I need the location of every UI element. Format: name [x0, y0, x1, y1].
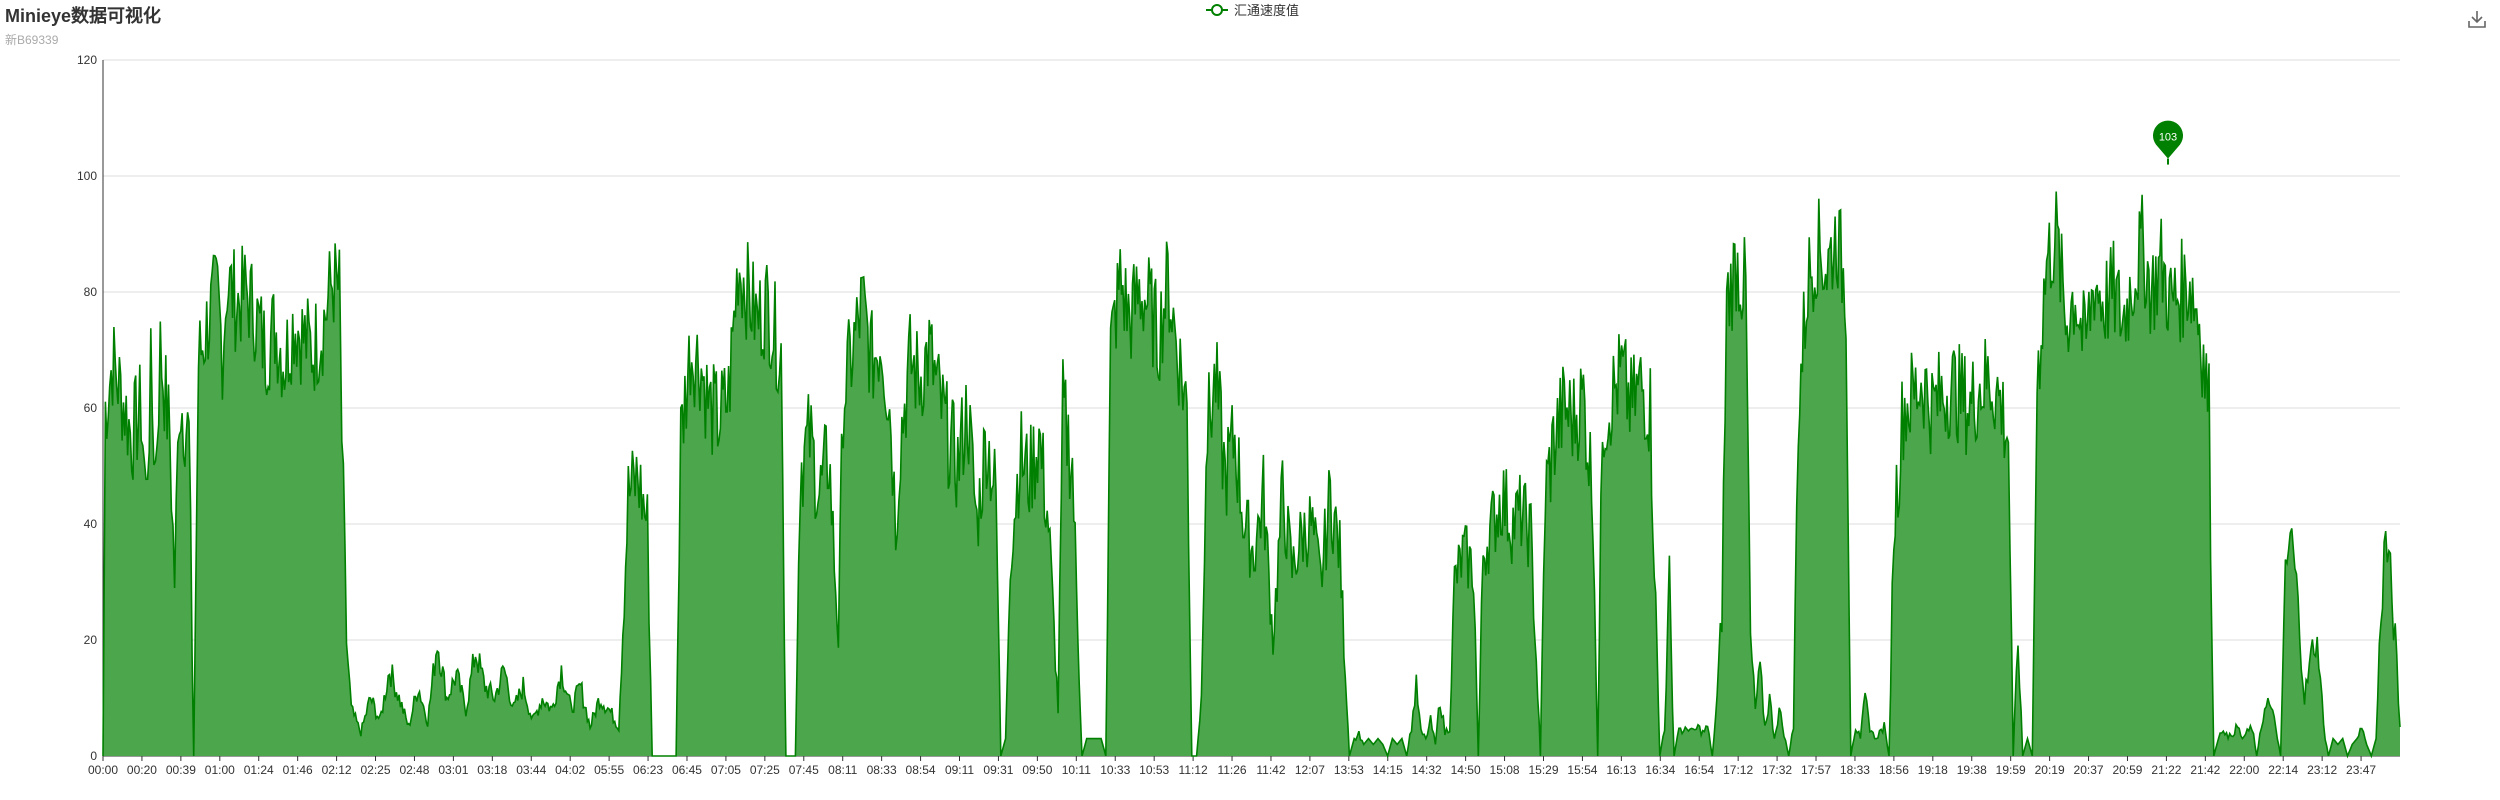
x-tick-label: 07:45	[789, 763, 819, 777]
x-tick-label: 02:48	[399, 763, 429, 777]
x-tick-label: 00:20	[127, 763, 157, 777]
x-tick-label: 02:25	[361, 763, 391, 777]
x-tick-label: 20:19	[2035, 763, 2065, 777]
x-tick-label: 06:45	[672, 763, 702, 777]
x-tick-label: 03:18	[477, 763, 507, 777]
x-tick-label: 15:29	[1528, 763, 1558, 777]
x-tick-label: 09:11	[945, 763, 974, 777]
x-tick-label: 15:08	[1490, 763, 1520, 777]
x-tick-label: 05:55	[594, 763, 624, 777]
x-tick-label: 21:42	[2190, 763, 2220, 777]
x-tick-label: 10:33	[1100, 763, 1130, 777]
series-speed	[102, 191, 2401, 759]
x-tick-label: 03:01	[438, 763, 468, 777]
x-tick-label: 08:11	[828, 763, 857, 777]
y-tick-label: 40	[84, 517, 98, 531]
x-tick-label: 19:59	[1996, 763, 2026, 777]
x-tick-label: 12:07	[1295, 763, 1325, 777]
x-tick-label: 19:38	[1957, 763, 1987, 777]
x-tick-label: 11:26	[1217, 763, 1246, 777]
x-tick-label: 04:02	[555, 763, 585, 777]
x-tick-label: 17:32	[1762, 763, 1792, 777]
x-tick-label: 10:11	[1062, 763, 1091, 777]
x-tick-label: 21:22	[2151, 763, 2181, 777]
x-tick-label: 02:12	[322, 763, 352, 777]
chart-title: Minieye数据可视化	[5, 6, 162, 26]
x-tick-label: 15:54	[1567, 763, 1597, 777]
x-tick-label: 16:34	[1645, 763, 1675, 777]
chart-subtitle: 新B69339	[5, 33, 59, 47]
y-tick-label: 100	[77, 169, 97, 183]
x-tick-label: 13:53	[1334, 763, 1364, 777]
x-tick-label: 07:05	[711, 763, 741, 777]
y-tick-label: 20	[84, 633, 98, 647]
x-tick-label: 11:42	[1256, 763, 1285, 777]
legend-item-speed[interactable]: 汇通速度值	[1206, 0, 1299, 19]
y-tick-label: 60	[84, 401, 98, 415]
legend-line-circle-icon	[1206, 3, 1228, 16]
y-tick-label: 80	[84, 285, 98, 299]
y-tick-label: 120	[77, 53, 97, 67]
x-tick-label: 18:33	[1840, 763, 1870, 777]
x-tick-label: 14:50	[1451, 763, 1481, 777]
y-tick-label: 0	[90, 749, 97, 763]
x-tick-label: 03:44	[516, 763, 546, 777]
x-tick-label: 19:18	[1918, 763, 1948, 777]
x-tick-label: 16:13	[1606, 763, 1636, 777]
max-point-marker: 103	[2153, 120, 2184, 165]
x-tick-label: 09:31	[983, 763, 1013, 777]
series-area	[103, 191, 2400, 756]
x-axis: 00:00 00:20 00:39 01:00 01:24 01:46 02:12 02:25…	[88, 755, 2400, 777]
x-tick-label: 00:39	[166, 763, 196, 777]
download-icon[interactable]	[2466, 8, 2488, 30]
x-tick-label: 20:37	[2074, 763, 2104, 777]
max-point-label: 103	[2159, 132, 2177, 144]
x-tick-label: 22:00	[2229, 763, 2259, 777]
x-tick-label: 20:59	[2112, 763, 2142, 777]
x-tick-label: 17:12	[1723, 763, 1753, 777]
x-tick-label: 22:14	[2268, 763, 2298, 777]
series-line	[102, 191, 2401, 759]
x-tick-label: 08:33	[867, 763, 897, 777]
y-axis: 0 20 40 60 80 100 120	[77, 53, 104, 763]
x-tick-label: 18:56	[1879, 763, 1909, 777]
x-tick-label: 01:46	[283, 763, 313, 777]
x-tick-label: 10:53	[1139, 763, 1169, 777]
x-tick-label: 17:57	[1801, 763, 1831, 777]
x-tick-label: 01:24	[244, 763, 274, 777]
x-tick-label: 23:12	[2307, 763, 2337, 777]
x-tick-label: 14:15	[1373, 763, 1403, 777]
x-tick-label: 11:12	[1179, 763, 1208, 777]
x-tick-label: 23:47	[2346, 763, 2376, 777]
max-point-pin	[2153, 120, 2184, 159]
x-tick-label: 14:32	[1412, 763, 1442, 777]
x-tick-label: 06:23	[633, 763, 663, 777]
x-tick-label: 09:50	[1022, 763, 1052, 777]
x-tick-label: 08:54	[906, 763, 936, 777]
x-tick-label: 16:54	[1684, 763, 1714, 777]
x-tick-label: 00:00	[88, 763, 118, 777]
legend-label: 汇通速度值	[1234, 3, 1300, 18]
x-tick-label: 07:25	[750, 763, 780, 777]
x-tick-label: 01:00	[205, 763, 235, 777]
